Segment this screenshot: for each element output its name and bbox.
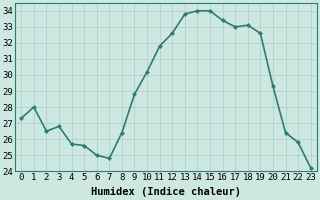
X-axis label: Humidex (Indice chaleur): Humidex (Indice chaleur) — [91, 187, 241, 197]
